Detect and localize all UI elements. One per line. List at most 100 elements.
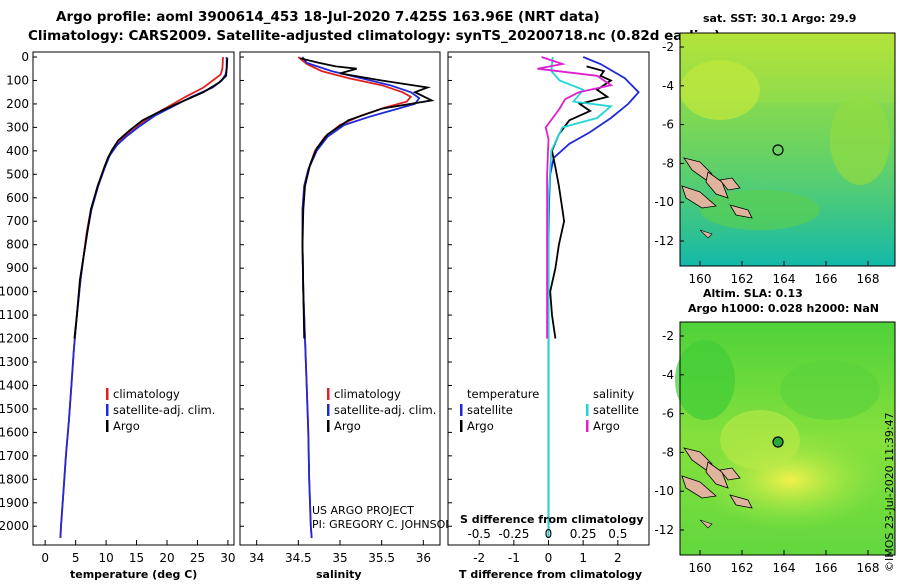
legend-label-climatology: climatology <box>334 387 401 401</box>
map-lat-label: -6 <box>662 118 674 132</box>
temperature-panel: 0100200300400500600700800900100011001200… <box>0 50 236 581</box>
depth-tick-label: 1800 <box>0 472 29 486</box>
x-tick-label: -1 <box>508 551 520 565</box>
legend-swatch-satellite <box>327 404 330 416</box>
salinity-panel: 34 34.5 35 35.5 36 climatology satellite-adj… <box>239 51 453 581</box>
island-icon <box>681 185 717 209</box>
argo-location-marker <box>772 436 784 448</box>
x-tick-label: 1 <box>579 551 587 565</box>
sst-map-ticks: 160 162 164 166 168 -2 -4 -6 -8 -10 -12 <box>654 40 879 286</box>
temperature-plot-frame <box>32 51 235 546</box>
difference-x-ticks: -2 -1 0 1 2 <box>473 540 622 565</box>
depth-tick-label: 1500 <box>0 402 29 416</box>
x-tick-label: 5 <box>72 551 80 565</box>
legend-swatch-climatology <box>106 388 109 400</box>
difference-panel: -2 -1 0 1 2 temperature satellite Argo salin… <box>447 51 650 581</box>
legend-heading-salinity: salinity <box>593 387 634 401</box>
depth-tick-label: 0 <box>21 50 29 64</box>
x-tick-label: 34 <box>249 551 264 565</box>
depth-tick-label: 900 <box>6 261 29 275</box>
island-icon <box>729 494 753 509</box>
x-tick-label: 36 <box>416 551 431 565</box>
legend-label-argo: Argo <box>113 419 140 433</box>
legend-label-s-satellite: satellite <box>593 403 639 417</box>
depth-tick-label: 300 <box>6 120 29 134</box>
t-difference-label: T difference from climatology <box>459 568 642 580</box>
map-lat-label: -2 <box>662 40 674 54</box>
series-line-argo <box>73 58 229 339</box>
x-tick-label: 20 <box>159 551 174 565</box>
temperature-x-label: temperature (deg C) <box>70 568 197 580</box>
sla-map-area <box>675 321 896 556</box>
map-lat-label: -2 <box>662 329 674 343</box>
x-tick-label: 35.5 <box>368 551 395 565</box>
map-lat-label: -8 <box>662 445 674 459</box>
legend-swatch-t-argo <box>460 420 463 432</box>
x-tick-label: 35 <box>332 551 347 565</box>
legend-swatch-argo <box>327 420 330 432</box>
legend-label-climatology: climatology <box>113 387 180 401</box>
depth-tick-label: 1000 <box>0 285 29 299</box>
map-lon-label: 164 <box>773 561 796 575</box>
difference-legend-salinity: salinity satellite Argo <box>586 387 639 433</box>
legend-swatch-satellite <box>106 404 109 416</box>
salinity-x-label: salinity <box>316 568 362 580</box>
legend-label-s-argo: Argo <box>593 419 620 433</box>
island-icon <box>719 177 741 191</box>
depth-tick-label: 800 <box>6 238 29 252</box>
legend-label-satellite: satellite-adj. clim. <box>334 403 436 417</box>
x-tick-label: 30 <box>220 551 235 565</box>
depth-tick-label: 500 <box>6 167 29 181</box>
map-lat-label: -8 <box>662 156 674 170</box>
depth-tick-label: 1400 <box>0 378 29 392</box>
temperature-series <box>59 56 229 539</box>
series-line-argo <box>299 57 435 339</box>
map-lon-label: 162 <box>731 561 754 575</box>
legend-swatch-s-satellite <box>586 404 589 416</box>
difference-series <box>537 56 640 538</box>
x-tick-label: 10 <box>98 551 113 565</box>
x-tick-label: 15 <box>129 551 144 565</box>
project-credit: US ARGO PROJECT <box>312 504 414 517</box>
depth-axis-ticks: 0 100 200 300 400 500 600 700 800 900 1000 1100 1200… <box>0 50 37 533</box>
island-icon <box>705 171 729 199</box>
map-lon-label: 168 <box>857 272 880 286</box>
salinity-series <box>297 56 435 539</box>
x-tick-label: 0 <box>545 551 553 565</box>
island-icon <box>699 519 713 529</box>
depth-tick-label: 1100 <box>0 308 29 322</box>
legend-swatch-t-satellite <box>460 404 463 416</box>
salinity-depth-ticks <box>240 56 244 527</box>
depth-tick-label: 200 <box>6 97 29 111</box>
s-diff-tick-label: 0.25 <box>570 527 597 541</box>
s-diff-tick-label: -0.5 <box>467 527 490 541</box>
s-diff-tick-label: 0 <box>545 527 553 541</box>
depth-tick-label: 1300 <box>0 355 29 369</box>
salinity-x-ticks: 34 34.5 35 35.5 36 <box>249 540 431 565</box>
map-lat-label: -4 <box>662 79 674 93</box>
map-lon-label: 164 <box>773 272 796 286</box>
map-lat-label: -12 <box>654 523 674 537</box>
s-difference-ticks: -0.5 -0.25 0 0.25 0.5 <box>467 527 627 541</box>
legend-swatch-climatology <box>327 388 330 400</box>
island-icon <box>681 475 717 499</box>
map-lon-label: 168 <box>857 561 880 575</box>
island-icon <box>719 467 741 481</box>
x-tick-label: 34.5 <box>285 551 312 565</box>
legend-swatch-s-argo <box>586 420 589 432</box>
depth-tick-label: 600 <box>6 191 29 205</box>
map-lon-label: 162 <box>731 272 754 286</box>
series-line-s-satellite <box>547 56 614 538</box>
temperature-legend: climatology satellite-adj. clim. Argo <box>106 387 215 433</box>
legend-label-t-argo: Argo <box>467 419 494 433</box>
sla-map-title-1: Altim. SLA: 0.13 <box>703 287 803 300</box>
legend-label-satellite: satellite-adj. clim. <box>113 403 215 417</box>
map-lon-label: 166 <box>815 561 838 575</box>
map-lat-label: -10 <box>654 195 674 209</box>
series-line-s-argo <box>537 56 614 339</box>
map-lat-label: -4 <box>662 368 674 382</box>
island-icon <box>729 204 753 219</box>
depth-tick-label: 1200 <box>0 332 29 346</box>
sla-map-ticks: 160 162 164 166 168 -2 -4 -6 -8 -10 -12 <box>654 329 879 575</box>
